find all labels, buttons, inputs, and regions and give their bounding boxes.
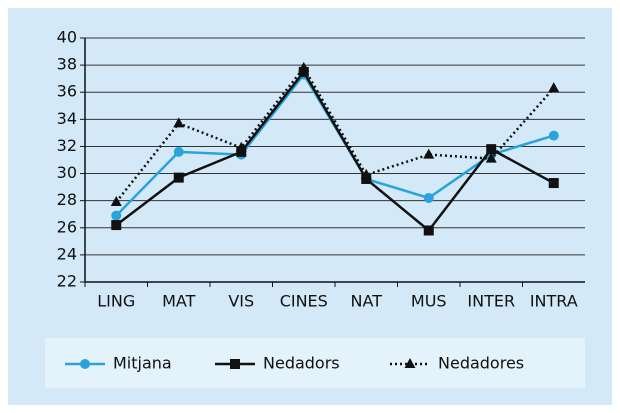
- y-tick-label: 36: [57, 82, 77, 101]
- x-tick-label: VIS: [228, 292, 254, 311]
- marker: [423, 192, 434, 203]
- y-tick-label: 26: [57, 217, 77, 236]
- legend-label: Mitjana: [113, 354, 172, 373]
- marker: [173, 146, 184, 157]
- y-tick-label: 30: [57, 163, 77, 182]
- x-tick-label: LING: [97, 292, 135, 311]
- x-tick-label: MAT: [162, 292, 196, 311]
- marker: [230, 359, 240, 369]
- x-tick-label: INTRA: [530, 292, 578, 311]
- y-tick-label: 34: [57, 109, 77, 128]
- y-tick-label: 22: [57, 272, 77, 291]
- marker: [423, 225, 434, 236]
- marker: [361, 173, 372, 184]
- marker: [110, 196, 122, 207]
- legend-label: Nedadores: [438, 354, 524, 373]
- marker: [111, 220, 122, 231]
- marker: [80, 359, 90, 369]
- marker: [236, 146, 247, 157]
- y-tick-label: 40: [57, 28, 77, 47]
- y-tick-label: 28: [57, 190, 77, 209]
- marker: [298, 61, 310, 72]
- marker: [548, 130, 559, 141]
- legend-box: [45, 338, 585, 388]
- x-tick-label: MUS: [411, 292, 447, 311]
- y-tick-label: 24: [57, 244, 77, 263]
- series-line: [115, 65, 555, 203]
- y-tick-label: 32: [57, 136, 77, 155]
- marker: [173, 172, 184, 183]
- marker: [111, 210, 122, 221]
- x-tick-label: CINES: [280, 292, 328, 311]
- marker: [548, 82, 560, 93]
- marker: [485, 152, 497, 163]
- series-line: [115, 69, 555, 233]
- marker: [173, 117, 185, 128]
- x-tick-label: NAT: [351, 292, 383, 311]
- y-tick-label: 38: [57, 55, 77, 74]
- marker: [548, 178, 559, 189]
- marker: [423, 148, 435, 159]
- marker: [235, 141, 247, 152]
- marker: [298, 66, 309, 77]
- marker: [486, 144, 497, 155]
- legend-label: Nedadors: [263, 354, 340, 373]
- x-tick-label: INTER: [467, 292, 515, 311]
- marker: [360, 168, 372, 179]
- marker: [404, 358, 416, 368]
